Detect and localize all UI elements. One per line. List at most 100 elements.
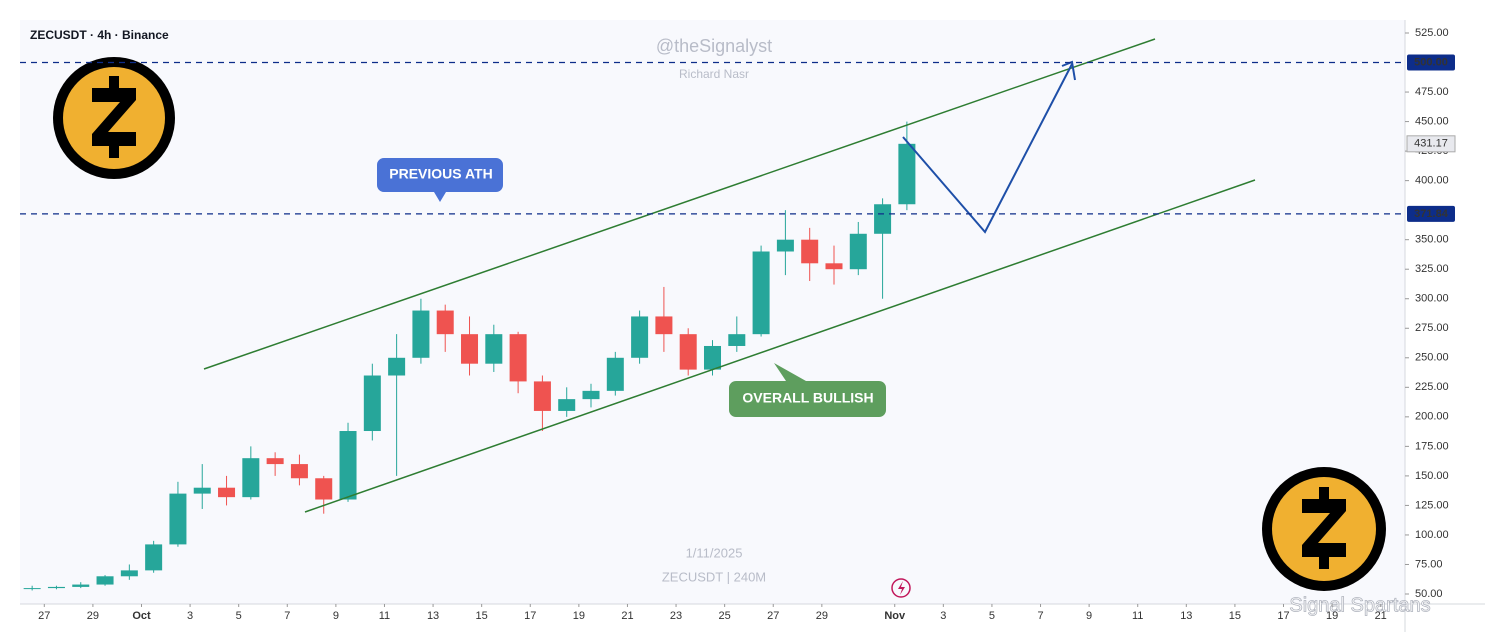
candle-body [776,239,794,252]
x-tick-label: 27 [38,610,50,622]
projection-arrowhead [1061,60,1076,81]
y-tick-label: 525.00 [1415,27,1449,39]
candle-body [290,464,308,479]
symbol-stamp: ZECUSDT | 240M [662,569,766,584]
y-tick-label: 100.00 [1415,529,1449,541]
level-label-box [1407,205,1455,222]
candle-body [47,586,65,589]
candle-body [582,390,600,400]
level-label: 371.84 [1414,208,1449,220]
candle-body [485,334,503,364]
candle-body [96,576,114,585]
author: Richard Nasr [679,67,749,81]
candle-body [558,399,576,411]
x-tick-label: 25 [719,610,731,622]
candle-body [193,487,211,494]
last-price-label: 431.17 [1414,138,1448,150]
x-tick-label: 23 [670,610,682,622]
zcash-logo [1262,467,1386,591]
x-tick-label: 19 [573,610,585,622]
candle-body [412,310,430,358]
candle-body [728,334,746,346]
x-tick-label: 3 [187,610,193,622]
x-tick-label: 21 [621,610,633,622]
x-tick-label: Oct [132,610,151,622]
y-tick-label: 475.00 [1415,86,1449,98]
level-label-box [1407,54,1455,71]
candle-body [752,251,770,335]
candle-body [169,493,187,545]
x-tick-label: 7 [284,610,290,622]
x-tick-label: 9 [333,610,339,622]
y-tick-label: 400.00 [1415,175,1449,187]
y-tick-label: 350.00 [1415,234,1449,246]
candle-body [72,584,90,587]
watermark: @theSignalyst [656,36,772,56]
x-tick-label: 7 [1037,610,1043,622]
channel-lower [304,179,1256,513]
candle-body [120,570,138,577]
y-tick-label: 75.00 [1415,558,1443,570]
x-tick-label: 27 [767,610,779,622]
zcash-logo [53,57,175,179]
x-tick-label: 15 [476,610,488,622]
y-tick-label: 325.00 [1415,263,1449,275]
level-label: 500.00 [1414,56,1448,68]
x-tick-label: 5 [989,610,995,622]
candle-body [898,143,916,205]
y-tick-label: 275.00 [1415,322,1449,334]
candle-body [655,316,673,335]
candle-body [849,233,867,270]
candle-body [703,345,722,370]
projection-path [902,63,1073,234]
x-tick-label: 29 [87,610,99,622]
last-price-box [1406,135,1456,153]
candle-body [801,239,819,264]
candle-body [533,381,551,411]
y-tick-label: 250.00 [1415,352,1449,364]
channel-upper [203,38,1156,370]
candle-body [145,544,163,571]
candle-body [242,458,260,498]
candle-body [23,588,41,590]
candle-body [266,458,284,465]
candle-body [631,316,649,358]
x-tick-label: 17 [524,610,536,622]
date-stamp: 1/11/2025 [686,545,743,560]
y-tick-label: 175.00 [1415,440,1449,452]
candle-body [509,334,527,382]
x-tick-label: 13 [1180,610,1192,622]
callout-box [377,158,503,202]
x-tick-label: 21 [1375,610,1387,622]
chart-title: ZECUSDT · 4h · Binance [30,28,169,42]
callout-label: PREVIOUS ATH [389,166,492,182]
x-tick-label: 3 [940,610,946,622]
y-tick-label: 150.00 [1415,470,1449,482]
x-tick-label: 19 [1326,610,1338,622]
x-tick-label: 15 [1229,610,1241,622]
candle-body [825,263,843,270]
candle-body [436,310,454,335]
flash-icon [891,578,911,598]
candle-body [874,204,892,234]
x-tick-label: 29 [816,610,828,622]
brand-watermark: Signal Spartans [1289,594,1430,616]
x-tick-label: 11 [1132,610,1143,622]
y-tick-label: 200.00 [1415,411,1449,423]
x-tick-label: 5 [236,610,242,622]
x-tick-label: 11 [379,610,390,622]
candle-body [679,334,697,370]
x-tick-label: 17 [1277,610,1289,622]
candle-body [388,357,406,376]
x-tick-label: Nov [884,610,906,622]
x-tick-label: 13 [427,610,439,622]
y-tick-label: 50.00 [1415,588,1443,600]
y-tick-label: 125.00 [1415,499,1449,511]
y-tick-label: 225.00 [1415,381,1449,393]
candle-body [339,431,357,500]
candle-body [315,478,333,500]
y-tick-label: 450.00 [1415,115,1449,127]
candle-body [461,334,479,364]
callout-box [729,363,886,417]
marks [23,121,916,591]
